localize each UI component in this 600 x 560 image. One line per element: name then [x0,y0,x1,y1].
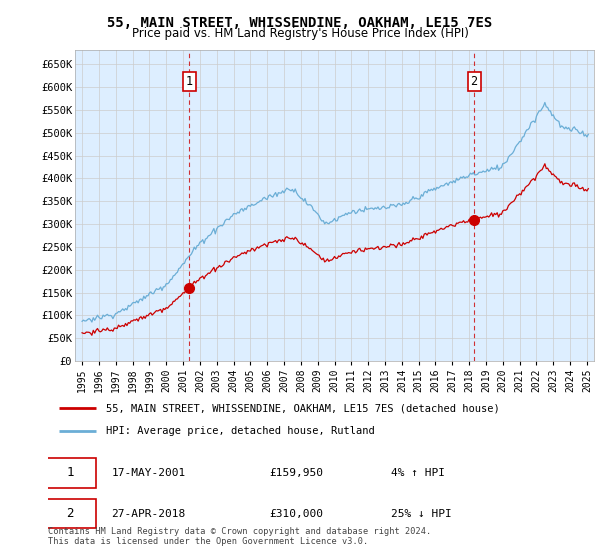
Text: 4% ↑ HPI: 4% ↑ HPI [391,468,445,478]
Text: 1: 1 [186,75,193,88]
Text: £310,000: £310,000 [270,508,324,519]
Text: 2: 2 [67,507,74,520]
Text: 55, MAIN STREET, WHISSENDINE, OAKHAM, LE15 7ES (detached house): 55, MAIN STREET, WHISSENDINE, OAKHAM, LE… [106,403,500,413]
Text: 55, MAIN STREET, WHISSENDINE, OAKHAM, LE15 7ES: 55, MAIN STREET, WHISSENDINE, OAKHAM, LE… [107,16,493,30]
FancyBboxPatch shape [46,498,95,529]
Text: £159,950: £159,950 [270,468,324,478]
Text: Contains HM Land Registry data © Crown copyright and database right 2024.
This d: Contains HM Land Registry data © Crown c… [48,526,431,546]
Text: HPI: Average price, detached house, Rutland: HPI: Average price, detached house, Rutl… [106,426,375,436]
Text: 2: 2 [470,75,478,88]
Text: Price paid vs. HM Land Registry's House Price Index (HPI): Price paid vs. HM Land Registry's House … [131,27,469,40]
Text: 1: 1 [67,466,74,479]
Text: 27-APR-2018: 27-APR-2018 [112,508,185,519]
Text: 17-MAY-2001: 17-MAY-2001 [112,468,185,478]
FancyBboxPatch shape [46,458,95,488]
Text: 25% ↓ HPI: 25% ↓ HPI [391,508,452,519]
